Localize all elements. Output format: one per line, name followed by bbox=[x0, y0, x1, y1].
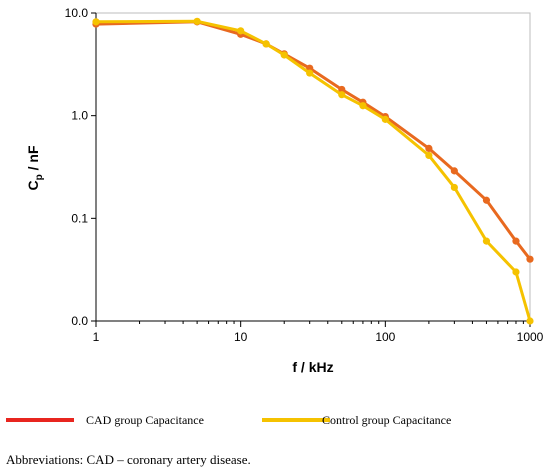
y-axis-label: Cp / nF bbox=[25, 145, 45, 190]
legend-label: Control group Capacitance bbox=[322, 413, 451, 427]
plot-area-frame bbox=[95, 12, 531, 322]
data-point bbox=[338, 85, 346, 94]
series-line bbox=[95, 19, 532, 322]
x-tick-label: 100 bbox=[375, 330, 395, 344]
legend: CAD group Capacitance Control group Capac… bbox=[6, 413, 451, 427]
series-layer bbox=[92, 17, 534, 325]
x-axis: 1 10 100 1000 bbox=[93, 320, 544, 344]
y-tick-label: 1.0 bbox=[71, 109, 88, 123]
legend-item: CAD group Capacitance bbox=[6, 413, 204, 427]
data-point bbox=[450, 183, 458, 192]
x-tick-label: 10 bbox=[234, 330, 248, 344]
data-point bbox=[425, 144, 433, 152]
x-tick-label: 1 bbox=[93, 330, 100, 344]
data-point bbox=[280, 51, 288, 59]
x-tick-label: 1000 bbox=[517, 330, 544, 344]
y-tick-label: 0.0 bbox=[71, 314, 88, 328]
y-axis: 0.0 0.1 1.0 10.0 bbox=[65, 6, 97, 328]
data-point bbox=[193, 17, 201, 25]
y-axis-label-rest: / nF bbox=[25, 145, 41, 174]
data-point bbox=[262, 40, 270, 48]
data-point bbox=[306, 69, 314, 77]
data-point bbox=[237, 27, 245, 35]
data-point bbox=[359, 102, 367, 110]
series-cad bbox=[92, 18, 534, 263]
data-point bbox=[450, 167, 458, 175]
data-point bbox=[482, 196, 491, 204]
data-point bbox=[512, 237, 520, 245]
data-point bbox=[92, 18, 100, 26]
data-point bbox=[526, 255, 534, 263]
data-point bbox=[338, 91, 346, 99]
legend-item: Control group Capacitance bbox=[262, 413, 451, 427]
data-point bbox=[512, 268, 520, 276]
series-control bbox=[92, 17, 534, 325]
data-point bbox=[482, 237, 491, 245]
data-point bbox=[425, 151, 433, 160]
legend-label: CAD group Capacitance bbox=[86, 413, 204, 427]
y-axis-label-main: C bbox=[25, 180, 41, 190]
y-tick-label: 0.1 bbox=[71, 211, 88, 225]
y-tick-label: 10.0 bbox=[65, 6, 89, 20]
data-point bbox=[381, 115, 389, 123]
capacitance-chart: 0.0 0.1 1.0 10.0 1 10 100 1000 Cp / nF f / kHz… bbox=[6, 6, 544, 427]
y-axis-label-sub: p bbox=[34, 174, 45, 180]
series-line bbox=[95, 20, 532, 261]
x-axis-label: f / kHz bbox=[292, 359, 333, 375]
data-point bbox=[526, 317, 534, 325]
abbreviations-caption: Abbreviations: CAD – coronary artery dis… bbox=[6, 452, 251, 467]
